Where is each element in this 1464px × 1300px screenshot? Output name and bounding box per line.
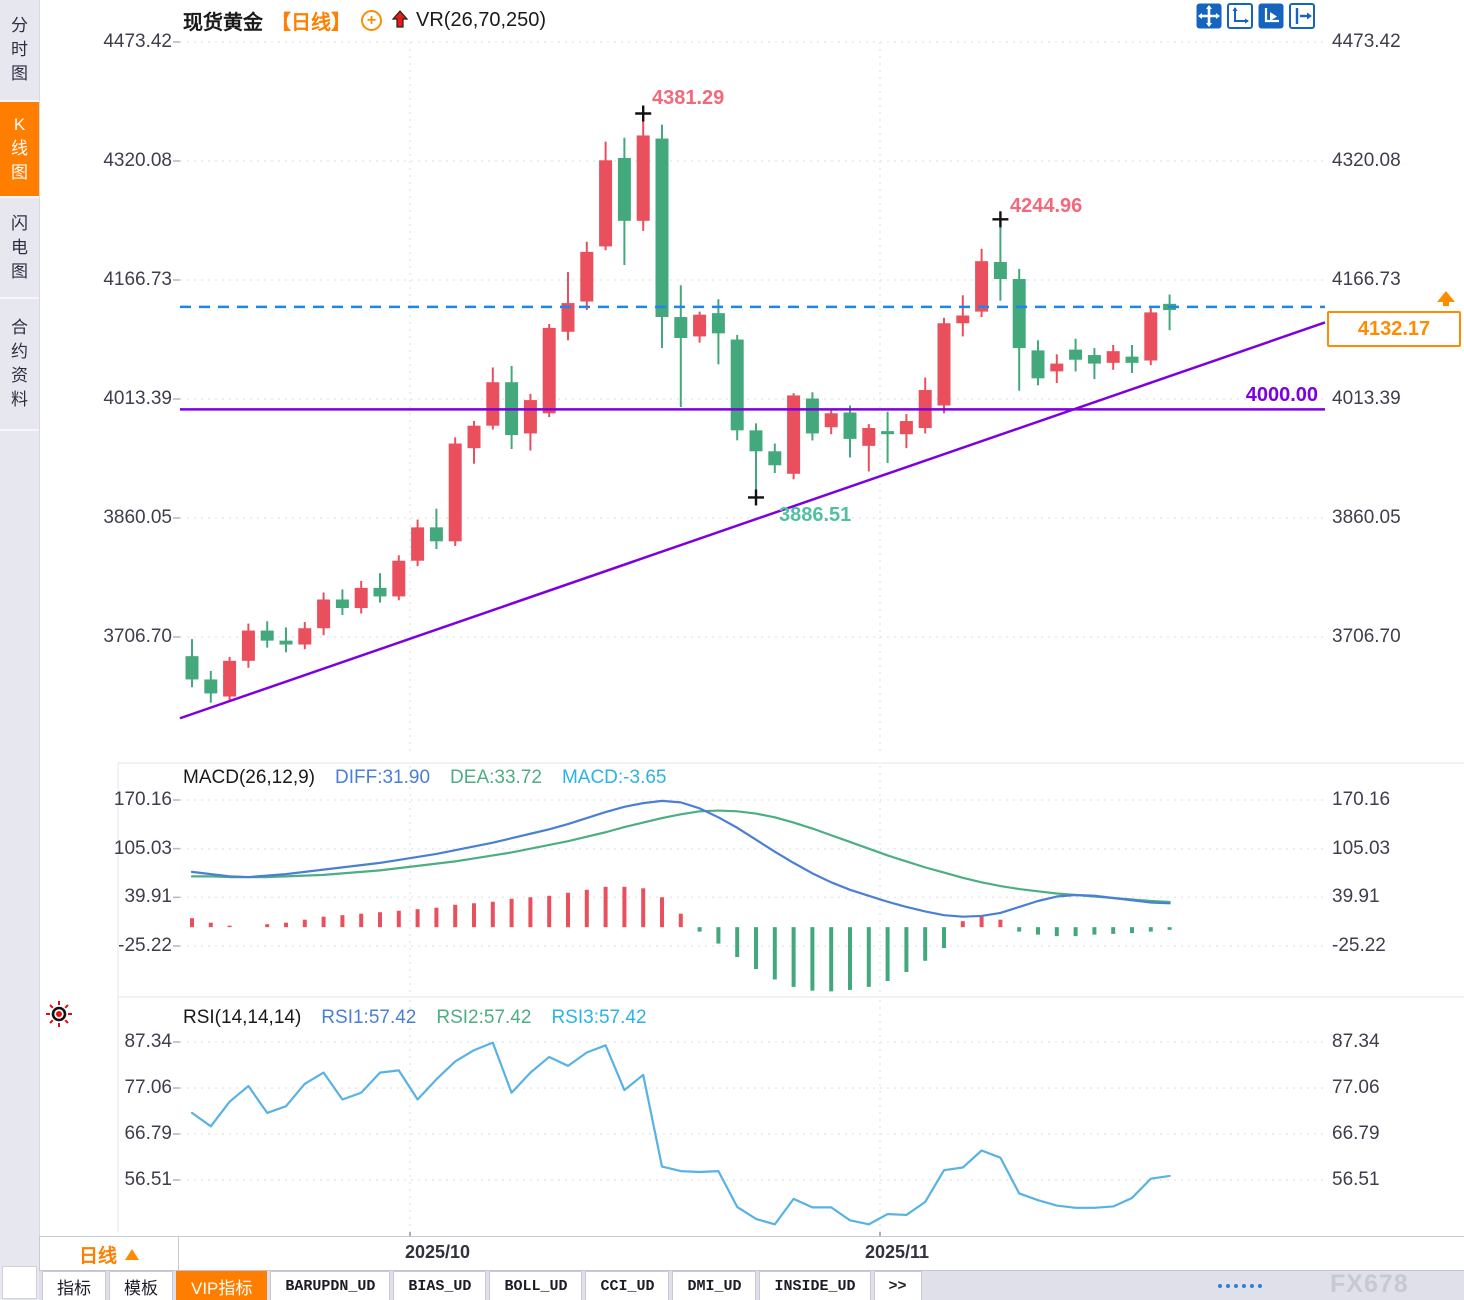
triangle-up-icon <box>125 1248 139 1260</box>
macd-title: MACD(26,12,9) <box>183 767 315 788</box>
axis-tick-label: 4473.42 <box>1332 31 1401 52</box>
axis-tick-label: 4013.39 <box>1332 387 1401 409</box>
axis-tick-label: 105.03 <box>1332 837 1391 859</box>
sidebar-item-candlestick-chart[interactable]: K线图 <box>0 102 39 198</box>
watermark: FX678 <box>1330 1270 1409 1298</box>
axis-tick-label: 87.34 <box>124 1031 172 1052</box>
rsi-title: RSI(14,14,14) <box>183 1007 302 1028</box>
axis-tick-label: 3706.70 <box>103 626 172 647</box>
axis-tick-label: -25.22 <box>118 935 172 956</box>
rsi-header: RSI(14,14,14) RSI1:57.42 RSI2:57.42 RSI3… <box>183 1007 647 1029</box>
axis-tick-label: 77.06 <box>1332 1077 1380 1098</box>
sidebar-item-label: 分时图 <box>11 16 28 83</box>
annotation-high-4381: 4381.29 <box>652 87 725 109</box>
period-selector[interactable]: 日线 <box>39 1236 179 1272</box>
pan-crosshair-icon[interactable] <box>1196 3 1222 29</box>
sidebar-item-label: K线图 <box>11 115 28 182</box>
axis-tick-label: 66.79 <box>1332 1122 1380 1144</box>
macd-diff-value: DIFF:31.90 <box>335 767 431 788</box>
current-price-tag: 4132.17 <box>1327 311 1461 347</box>
tab-dmi_ud[interactable]: DMI_UD <box>672 1271 757 1300</box>
x-axis-strip <box>39 1236 1464 1271</box>
axis-tick-label: 4166.73 <box>1332 269 1401 290</box>
axis-tick-label: 4320.08 <box>1332 149 1401 171</box>
annotation-low-3886: 3886.51 <box>779 504 852 526</box>
tab-barupdn_ud[interactable]: BARUPDN_UD <box>270 1271 391 1300</box>
rsi3-value: RSI3:57.42 <box>551 1007 647 1028</box>
tab-[interactable]: 指标 <box>42 1271 106 1300</box>
sidebar-bottom-box <box>2 1266 37 1299</box>
axis-tick-label: 3860.05 <box>1332 506 1401 528</box>
tab->>[interactable]: >> <box>873 1271 922 1300</box>
dotted-marks <box>1218 1284 1262 1288</box>
symbol-title: 现货黄金 <box>183 12 263 34</box>
axis-tick-label: 4013.39 <box>103 387 172 409</box>
left-sidebar: 分时图 K线图 闪电图 合约资料 <box>0 0 40 1300</box>
axis-tick-label: 4473.42 <box>103 31 172 52</box>
axis-tick-label: 3706.70 <box>1332 626 1401 647</box>
chart-header: 现货黄金 【日线】 + VR(26,70,250) <box>183 6 546 35</box>
x-axis-label-oct: 2025/10 <box>405 1242 471 1262</box>
current-price-marker-icon <box>1437 291 1455 306</box>
macd-macd-value: MACD:-3.65 <box>561 767 667 788</box>
axis-tick-label: 56.51 <box>124 1169 172 1190</box>
tab-inside_ud[interactable]: INSIDE_UD <box>759 1271 871 1300</box>
tab-[interactable]: 模板 <box>109 1271 173 1300</box>
overlay-indicator-label: VR(26,70,250) <box>416 9 547 31</box>
period-tag: 【日线】 <box>271 12 351 34</box>
axis-tick-label: -25.22 <box>1332 935 1386 956</box>
axis-tick-label: 87.34 <box>1332 1031 1380 1052</box>
axis-tick-label: 4320.08 <box>103 149 172 171</box>
sidebar-item-label: 合约资料 <box>11 318 28 409</box>
shift-right-icon[interactable] <box>1289 3 1315 29</box>
tab-cci_ud[interactable]: CCI_UD <box>585 1271 670 1300</box>
axis-tick-label: 66.79 <box>124 1122 172 1144</box>
axis-tick-label: 39.91 <box>124 886 172 908</box>
axis-tick-label: 170.16 <box>113 789 172 810</box>
axis-tick-label: 39.91 <box>1332 886 1380 908</box>
tab-vip[interactable]: VIP指标 <box>176 1271 268 1300</box>
axis-tick-label: 3860.05 <box>103 506 172 528</box>
rsi2-value: RSI2:57.42 <box>436 1007 532 1028</box>
axis-scale-icon[interactable] <box>1227 3 1253 29</box>
annotation-high-4244: 4244.96 <box>1010 195 1083 217</box>
sidebar-item-flash-chart[interactable]: 闪电图 <box>0 198 39 299</box>
axis-scale-filled-icon[interactable] <box>1258 3 1284 29</box>
rsi1-value: RSI1:57.42 <box>321 1007 417 1028</box>
axis-tick-label: 77.06 <box>124 1077 172 1098</box>
chart-toolbar <box>1196 3 1315 29</box>
sidebar-item-label: 闪电图 <box>11 213 28 281</box>
sidebar-item-timeline-chart[interactable]: 分时图 <box>0 0 39 102</box>
tab-bias_ud[interactable]: BIAS_UD <box>393 1271 487 1300</box>
axis-tick-label: 56.51 <box>1332 1169 1380 1190</box>
macd-header: MACD(26,12,9) DIFF:31.90 DEA:33.72 MACD:… <box>183 767 666 789</box>
up-arrow-icon <box>392 9 408 28</box>
add-overlay-icon[interactable]: + <box>361 10 382 31</box>
x-axis-label-nov: 2025/11 <box>865 1242 930 1262</box>
sun-marker-icon <box>46 1001 72 1027</box>
macd-dea-value: DEA:33.72 <box>450 767 542 788</box>
axis-tick-label: 170.16 <box>1332 789 1391 810</box>
period-selector-label: 日线 <box>78 1245 117 1267</box>
tab-boll_ud[interactable]: BOLL_UD <box>489 1271 583 1300</box>
sidebar-item-contract-info[interactable]: 合约资料 <box>0 299 39 431</box>
axis-tick-label: 4166.73 <box>103 269 172 290</box>
axis-tick-label: 105.03 <box>113 837 172 859</box>
hline-4000-label: 4000.00 <box>1245 384 1318 406</box>
